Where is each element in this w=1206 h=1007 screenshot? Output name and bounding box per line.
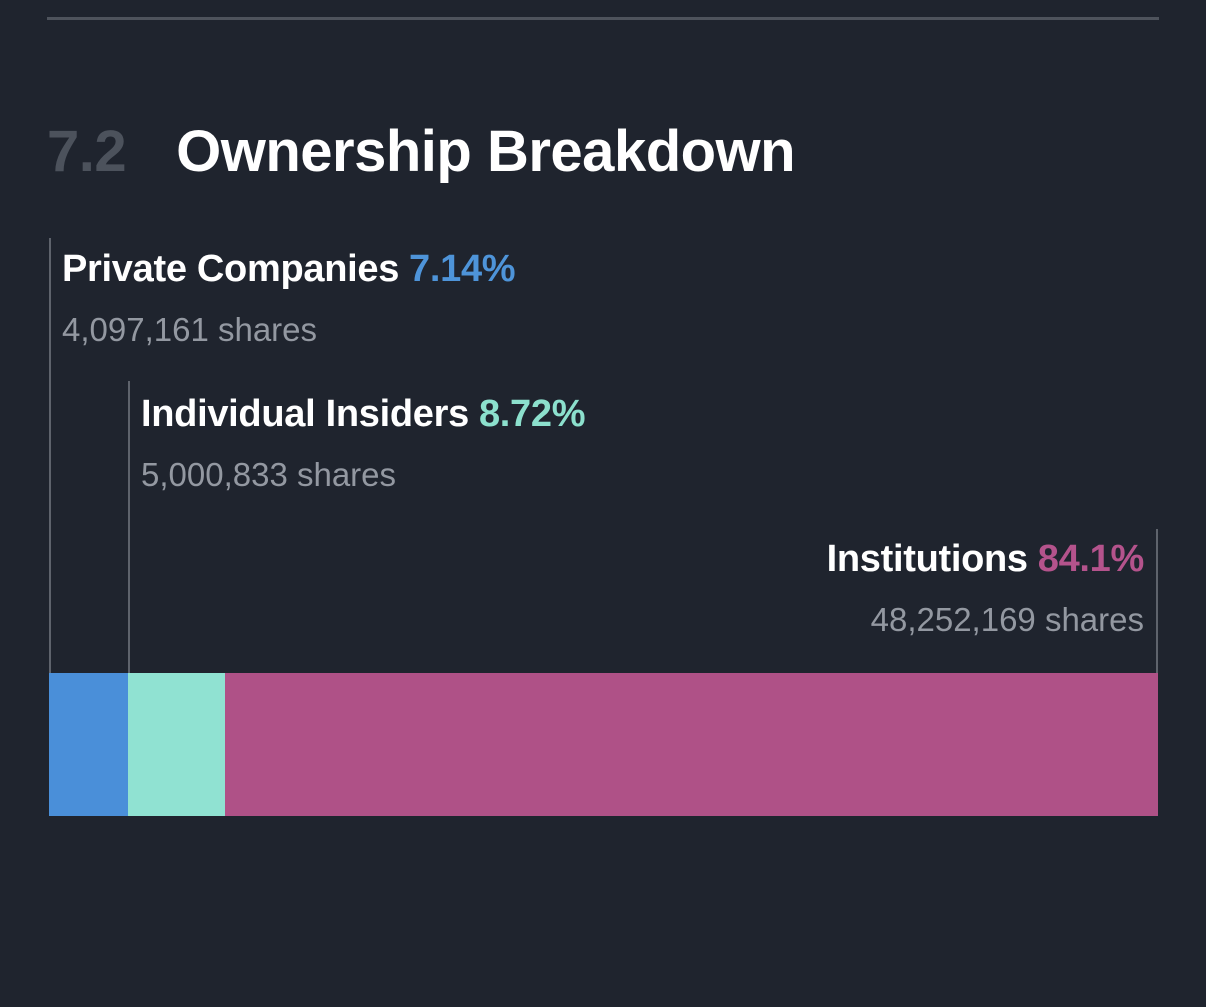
segment-name: Private Companies: [62, 248, 400, 290]
section-top-divider: [47, 17, 1159, 20]
legend-institutions: Institutions 84.1% 48,252,169 shares: [826, 538, 1145, 639]
legend-label: Private Companies 7.14%: [62, 248, 516, 292]
ownership-stacked-bar: [49, 673, 1158, 816]
legend-label: Individual Insiders 8.72%: [141, 393, 585, 437]
connector-line-individual-insiders: [128, 381, 130, 673]
segment-shares-count: 4,097,161 shares: [62, 310, 318, 348]
legend-individual-insiders: Individual Insiders 8.72% 5,000,833 share…: [141, 393, 585, 494]
segment-name: Individual Insiders: [141, 393, 469, 435]
legend-private-companies: Private Companies 7.14% 4,097,161 shares: [62, 248, 516, 349]
segment-percent: 7.14%: [409, 248, 516, 290]
segment-percent: 8.72%: [478, 393, 586, 435]
segment-name: Institutions: [826, 538, 1028, 580]
section-header: 7.2 Ownership Breakdown: [47, 119, 796, 184]
bar-segment-individual-insiders[interactable]: [128, 673, 225, 816]
bar-segment-private-companies[interactable]: [49, 673, 129, 816]
segment-percent: 84.1%: [1037, 538, 1145, 580]
segment-shares-count: 48,252,169 shares: [870, 600, 1144, 638]
page-title: Ownership Breakdown: [176, 119, 796, 184]
connector-line-private-companies: [49, 238, 51, 673]
legend-label: Institutions 84.1%: [826, 538, 1145, 582]
connector-line-institutions: [1156, 529, 1158, 673]
section-number: 7.2: [47, 119, 127, 184]
bar-segment-institutions[interactable]: [224, 673, 1158, 816]
segment-shares-count: 5,000,833 shares: [141, 455, 397, 493]
